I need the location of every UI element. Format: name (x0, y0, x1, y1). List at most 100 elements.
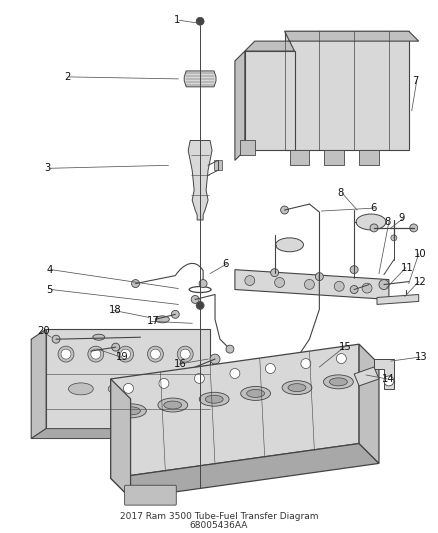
Circle shape (61, 349, 71, 359)
Polygon shape (235, 51, 245, 160)
Text: 7: 7 (412, 76, 418, 86)
Circle shape (148, 346, 163, 362)
Polygon shape (31, 429, 225, 439)
Ellipse shape (247, 390, 265, 398)
Ellipse shape (68, 383, 93, 395)
Circle shape (271, 269, 279, 277)
Text: 19: 19 (116, 352, 128, 362)
Text: 13: 13 (415, 352, 427, 362)
Circle shape (210, 354, 220, 364)
Circle shape (336, 353, 346, 364)
Circle shape (118, 346, 134, 362)
Polygon shape (31, 329, 46, 439)
Ellipse shape (123, 407, 140, 415)
Circle shape (265, 364, 276, 374)
Ellipse shape (356, 214, 386, 230)
Polygon shape (184, 71, 216, 87)
Ellipse shape (158, 398, 188, 412)
Text: 17: 17 (146, 316, 159, 326)
Text: 18: 18 (109, 305, 121, 316)
Text: 2: 2 (64, 72, 71, 82)
Polygon shape (359, 344, 379, 463)
Text: 9: 9 (399, 213, 405, 223)
Circle shape (315, 273, 323, 280)
Circle shape (370, 224, 378, 232)
Ellipse shape (108, 383, 133, 395)
Text: 6: 6 (222, 259, 228, 269)
FancyBboxPatch shape (124, 485, 176, 505)
Polygon shape (374, 359, 394, 389)
Polygon shape (111, 344, 359, 478)
Circle shape (350, 265, 358, 273)
Circle shape (304, 279, 314, 289)
Ellipse shape (324, 375, 353, 389)
Text: 68005436AA: 68005436AA (190, 521, 248, 530)
Ellipse shape (164, 401, 182, 409)
Polygon shape (245, 51, 294, 150)
Circle shape (245, 276, 255, 286)
Ellipse shape (282, 381, 312, 394)
Circle shape (58, 346, 74, 362)
Polygon shape (111, 379, 131, 498)
Ellipse shape (276, 238, 304, 252)
Text: 4: 4 (46, 265, 53, 274)
Circle shape (391, 235, 397, 241)
Circle shape (171, 310, 179, 318)
Polygon shape (235, 270, 389, 300)
Bar (214, 160, 222, 171)
Circle shape (301, 359, 311, 368)
Polygon shape (240, 141, 255, 156)
Circle shape (230, 368, 240, 378)
Ellipse shape (155, 316, 170, 323)
Polygon shape (285, 31, 409, 150)
Polygon shape (324, 150, 344, 165)
Text: 15: 15 (339, 342, 352, 352)
Circle shape (159, 378, 169, 389)
Polygon shape (245, 31, 419, 51)
Circle shape (350, 286, 358, 294)
Text: 2017 Ram 3500 Tube-Fuel Transfer Diagram: 2017 Ram 3500 Tube-Fuel Transfer Diagram (120, 512, 318, 521)
Circle shape (196, 302, 204, 309)
Circle shape (180, 349, 190, 359)
Polygon shape (354, 367, 379, 386)
Ellipse shape (329, 378, 347, 386)
Text: 11: 11 (401, 263, 413, 273)
Circle shape (194, 374, 205, 383)
Ellipse shape (199, 392, 229, 406)
Text: 20: 20 (37, 326, 50, 336)
Text: 3: 3 (44, 163, 50, 173)
Text: 1: 1 (174, 15, 180, 25)
Circle shape (150, 349, 160, 359)
Circle shape (226, 345, 234, 353)
Circle shape (384, 376, 394, 386)
Ellipse shape (288, 384, 306, 392)
Ellipse shape (117, 404, 146, 418)
Circle shape (191, 295, 199, 303)
Polygon shape (188, 141, 212, 220)
Circle shape (124, 383, 134, 393)
Polygon shape (359, 150, 379, 165)
Circle shape (112, 343, 120, 351)
Text: 14: 14 (382, 374, 395, 384)
Circle shape (334, 281, 344, 292)
Ellipse shape (205, 395, 223, 403)
Polygon shape (111, 443, 379, 498)
Text: 12: 12 (414, 277, 427, 287)
Circle shape (88, 346, 104, 362)
Circle shape (410, 224, 418, 232)
Text: 10: 10 (414, 249, 426, 259)
Circle shape (120, 349, 131, 359)
Circle shape (91, 349, 101, 359)
Circle shape (281, 206, 289, 214)
Circle shape (52, 335, 60, 343)
Circle shape (196, 17, 204, 25)
Text: 8: 8 (384, 217, 390, 227)
Polygon shape (377, 295, 419, 304)
Circle shape (177, 346, 193, 362)
Circle shape (275, 278, 285, 287)
Polygon shape (46, 329, 210, 429)
Circle shape (199, 280, 207, 287)
Ellipse shape (148, 383, 173, 395)
Ellipse shape (241, 386, 271, 400)
Circle shape (362, 283, 372, 293)
